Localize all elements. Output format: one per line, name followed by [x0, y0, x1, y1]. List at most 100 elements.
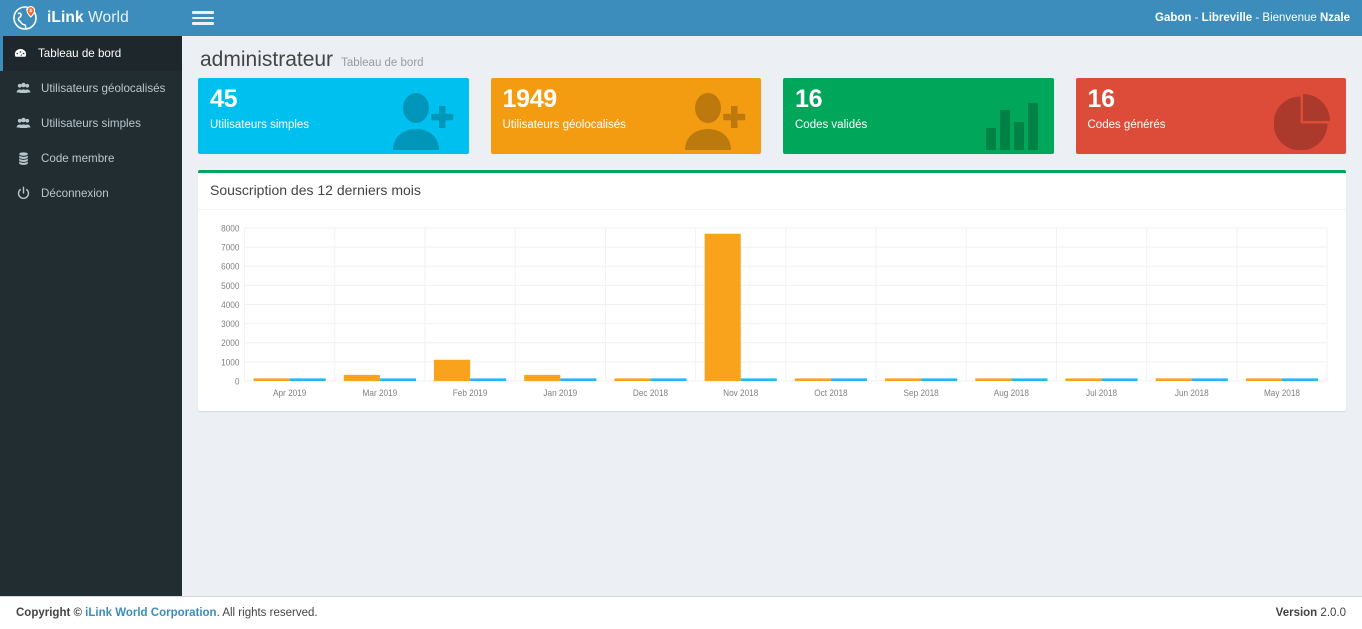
bar-blue[interactable] [921, 378, 958, 381]
x-axis-tick-label: Sep 2018 [904, 387, 939, 398]
sidebar: Tableau de bord Utilisateurs géolocalisés… [0, 36, 182, 596]
x-axis-tick-label: Mar 2019 [363, 387, 398, 398]
brand-title-bold: iLink [47, 9, 84, 26]
user-location-greeting: Gabon - Libreville - Bienvenue Nzale [1155, 12, 1350, 24]
bar-orange[interactable] [614, 378, 651, 381]
stat-card-label: Utilisateurs simples [210, 119, 310, 132]
user-plus-icon [389, 92, 455, 150]
bar-blue[interactable] [1281, 378, 1319, 381]
x-axis-tick-label: Aug 2018 [994, 387, 1029, 398]
navbar-country: Gabon [1155, 12, 1192, 24]
sidebar-item-d-connexion[interactable]: Déconnexion [0, 176, 182, 211]
stat-card-codes-valid-s[interactable]: 16 Codes validés [783, 78, 1054, 154]
x-axis-tick-label: Jan 2019 [543, 387, 577, 398]
power-icon [16, 186, 31, 201]
bar-orange[interactable] [343, 374, 380, 381]
navbar-sep-1: - [1191, 12, 1202, 24]
x-axis-tick-label: Jun 2018 [1175, 387, 1209, 398]
y-axis-tick-label: 1000 [221, 357, 239, 368]
footer-version-value: 2.0.0 [1320, 607, 1346, 619]
content-area: administrateur Tableau de bord 45 Utilisa… [182, 36, 1362, 596]
x-axis-tick-label: Dec 2018 [633, 387, 668, 398]
page-title: administrateur [200, 48, 334, 71]
topbar: $ iLink World Gabon - Libreville - Bienv… [0, 0, 1362, 36]
bar-blue[interactable] [379, 378, 416, 381]
hamburger-icon[interactable] [192, 7, 214, 29]
bar-orange[interactable] [1065, 378, 1102, 381]
navbar-greeting: Bienvenue [1262, 12, 1320, 24]
globe-pin-dollar-logo: $ [12, 5, 38, 31]
stat-cards-row: 45 Utilisateurs simples 1949 Utilisateurs g… [198, 78, 1346, 154]
bar-blue[interactable] [1191, 378, 1228, 381]
stat-card-utilisateurs-simples[interactable]: 45 Utilisateurs simples [198, 78, 469, 154]
bar-orange[interactable] [885, 378, 922, 381]
y-axis-tick-label: 5000 [221, 280, 239, 291]
bar-blue[interactable] [560, 378, 597, 381]
navbar-username: Nzale [1319, 12, 1350, 24]
y-axis-tick-label: 2000 [221, 338, 239, 349]
sidebar-item-tableau-de-bord[interactable]: Tableau de bord [0, 36, 182, 71]
chart-box-body: 0 1000 2000 3000 4000 5000 6000 7000 8000 Apr 201… [198, 210, 1346, 411]
svg-text:$: $ [30, 8, 33, 13]
navbar-city: Libreville [1201, 12, 1253, 24]
bar-blue[interactable] [470, 378, 507, 381]
y-axis-tick-label: 4000 [221, 299, 239, 310]
y-axis-tick-label: 3000 [221, 318, 239, 329]
sidebar-item-label: Utilisateurs géolocalisés [41, 82, 166, 95]
bar-orange[interactable] [704, 233, 741, 381]
footer-version-label: Version [1275, 607, 1318, 619]
bar-blue[interactable] [650, 378, 687, 381]
bar-blue[interactable] [1101, 378, 1138, 381]
sidebar-item-label: Tableau de bord [38, 47, 122, 60]
bar-blue[interactable] [289, 378, 326, 381]
x-axis-tick-label: Apr 2019 [273, 387, 306, 398]
chart-title: Souscription des 12 derniers mois [210, 182, 421, 198]
main-content: 45 Utilisateurs simples 1949 Utilisateurs g… [182, 78, 1362, 596]
x-axis-tick-label: May 2018 [1264, 387, 1300, 398]
page-wrapper: Tableau de bord Utilisateurs géolocalisés… [0, 36, 1362, 596]
y-axis-tick-label: 0 [235, 376, 240, 387]
bar-chart-icon [984, 100, 1040, 150]
bar-orange[interactable] [1245, 378, 1282, 381]
navbar-sep-2: - [1252, 12, 1263, 24]
dashboard-icon [13, 46, 28, 61]
stat-card-codes-g-n-r-s[interactable]: 16 Codes générés [1075, 78, 1346, 154]
sidebar-item-utilisateurs-g-olocalis-s[interactable]: Utilisateurs géolocalisés [0, 71, 182, 106]
users-icon [16, 116, 31, 131]
bar-orange[interactable] [524, 374, 561, 381]
stat-card-value: 1949 [502, 85, 558, 113]
user-plus-icon [681, 92, 747, 150]
bar-orange[interactable] [794, 378, 831, 381]
x-axis-tick-label: Jul 2018 [1086, 387, 1117, 398]
bar-orange[interactable] [434, 359, 471, 381]
footer-company-link[interactable]: iLink World Corporation [85, 607, 217, 619]
stat-card-label: Codes générés [1087, 119, 1166, 132]
stat-card-value: 16 [1087, 85, 1116, 113]
footer: Copyright © iLink World Corporation. All… [0, 596, 1362, 629]
stat-card-label: Codes validés [795, 119, 868, 132]
stat-card-value: 16 [795, 85, 823, 113]
sidebar-item-label: Code membre [41, 152, 115, 165]
y-axis-tick-label: 7000 [221, 242, 239, 253]
sidebar-item-utilisateurs-simples[interactable]: Utilisateurs simples [0, 106, 182, 141]
footer-copyright-prefix: Copyright © [16, 607, 86, 619]
stat-card-value: 45 [210, 85, 238, 113]
subscription-bar-chart[interactable]: 0 1000 2000 3000 4000 5000 6000 7000 8000 Apr 201… [210, 220, 1334, 405]
y-axis-tick-label: 6000 [221, 261, 239, 272]
database-icon [16, 151, 31, 166]
bar-orange[interactable] [975, 378, 1012, 381]
stat-card-label: Utilisateurs géolocalisés [502, 119, 626, 132]
footer-copyright-suffix: . All rights reserved. [216, 607, 318, 619]
bar-blue[interactable] [830, 378, 868, 381]
bar-orange[interactable] [1155, 378, 1192, 381]
sidebar-item-code-membre[interactable]: Code membre [0, 141, 182, 176]
bar-blue[interactable] [740, 378, 777, 381]
stat-card-utilisateurs-g-olocalis-s[interactable]: 1949 Utilisateurs géolocalisés [490, 78, 761, 154]
chart-box-header: Souscription des 12 derniers mois [198, 173, 1346, 210]
pie-chart-icon [1274, 92, 1332, 150]
bar-blue[interactable] [1011, 378, 1048, 381]
brand-logo-link[interactable]: $ iLink World [0, 0, 182, 36]
bar-orange[interactable] [253, 378, 290, 381]
sidebar-item-label: Utilisateurs simples [41, 117, 141, 130]
users-icon [16, 81, 31, 96]
